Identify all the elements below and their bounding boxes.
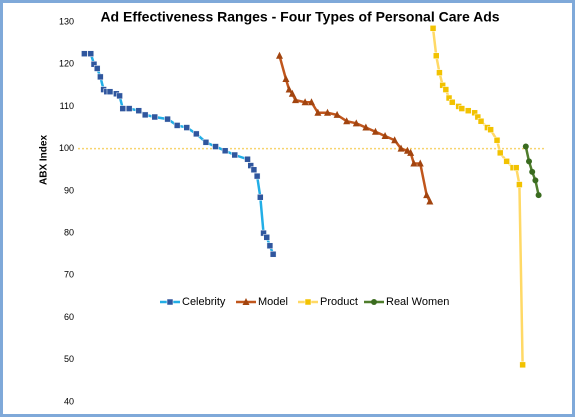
- marker: [503, 158, 510, 165]
- marker: [93, 65, 101, 72]
- marker: [464, 107, 472, 114]
- marker: [429, 25, 437, 32]
- y-tick-label: 70: [64, 270, 74, 280]
- legend-marker: [304, 298, 312, 306]
- marker: [381, 132, 389, 139]
- marker: [183, 124, 191, 131]
- marker: [436, 69, 443, 76]
- marker: [308, 98, 315, 106]
- marker: [285, 85, 293, 93]
- y-tick-label: 80: [64, 227, 74, 237]
- y-tick-label: 110: [60, 101, 74, 111]
- chart-title: Ad Effectiveness Ranges - Four Types of …: [100, 9, 499, 25]
- marker: [164, 115, 171, 123]
- legend-marker: [371, 299, 377, 305]
- y-tick-label: 90: [64, 185, 74, 195]
- legend-label: Real Women: [386, 296, 449, 308]
- marker: [458, 105, 466, 112]
- marker: [416, 159, 424, 167]
- marker: [535, 192, 542, 199]
- marker: [314, 108, 322, 116]
- marker: [529, 168, 536, 175]
- marker: [532, 177, 539, 184]
- marker: [257, 193, 264, 201]
- y-axis-label: ABX Index: [39, 135, 50, 185]
- marker: [516, 181, 523, 188]
- marker: [292, 96, 300, 104]
- legend-label: Model: [258, 296, 288, 308]
- marker: [397, 144, 405, 152]
- marker: [173, 122, 181, 129]
- marker: [371, 127, 379, 135]
- marker: [432, 52, 440, 60]
- marker: [263, 234, 270, 241]
- y-tick-label: 60: [64, 312, 74, 322]
- marker: [141, 111, 149, 119]
- marker: [151, 113, 159, 121]
- y-tick-label: 50: [64, 354, 74, 364]
- marker: [496, 149, 504, 157]
- marker: [106, 88, 114, 95]
- marker: [526, 158, 533, 165]
- marker: [81, 50, 88, 57]
- marker: [426, 197, 434, 205]
- marker: [276, 51, 284, 59]
- marker: [125, 105, 133, 112]
- marker: [343, 117, 351, 125]
- marker: [250, 166, 258, 174]
- y-tick-label: 120: [59, 59, 74, 69]
- marker: [323, 108, 331, 116]
- legend-marker: [166, 298, 174, 306]
- marker: [202, 139, 210, 146]
- marker: [253, 172, 261, 180]
- marker: [519, 361, 526, 369]
- marker: [487, 126, 494, 133]
- marker: [288, 89, 296, 97]
- marker: [87, 50, 95, 57]
- marker: [269, 250, 277, 258]
- y-tick-label: 100: [59, 143, 74, 153]
- marker: [97, 73, 104, 81]
- marker: [193, 130, 200, 138]
- y-tick-label: 130: [59, 16, 74, 26]
- marker: [442, 86, 450, 93]
- marker: [301, 98, 309, 106]
- marker: [119, 105, 127, 112]
- marker: [352, 119, 360, 127]
- marker: [477, 117, 485, 125]
- y-tick-label: 40: [64, 396, 74, 406]
- marker: [512, 164, 520, 171]
- legend-label: Product: [320, 296, 358, 308]
- marker: [493, 136, 501, 144]
- legend-marker: [242, 298, 250, 305]
- legend-label: Celebrity: [182, 296, 226, 308]
- marker: [423, 191, 431, 199]
- marker: [410, 159, 418, 167]
- marker: [362, 123, 370, 131]
- marker: [522, 143, 529, 150]
- marker: [333, 110, 341, 118]
- marker: [391, 136, 399, 144]
- marker: [244, 155, 251, 163]
- marker: [212, 143, 219, 150]
- marker: [135, 107, 143, 114]
- marker: [231, 151, 238, 159]
- marker: [116, 92, 123, 100]
- marker: [221, 147, 229, 155]
- marker: [282, 75, 290, 82]
- marker: [266, 242, 274, 250]
- marker: [407, 148, 415, 156]
- marker: [448, 98, 456, 106]
